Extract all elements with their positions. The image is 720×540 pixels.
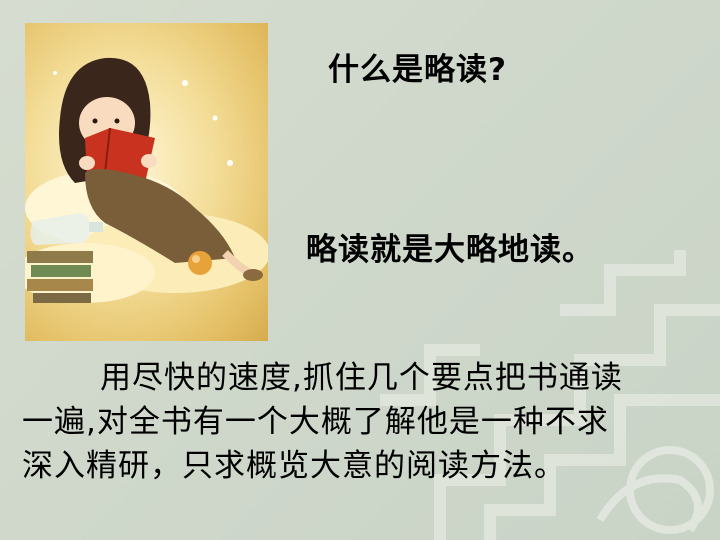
definition-heading: 略读就是大略地读。 [306,232,594,268]
girl-reading-illustration [25,23,268,341]
definition-paragraph: 用尽快的速度,抓住几个要点把书通读 一遍,对全书有一个大概了解他是一种不求 深入… [22,356,702,488]
paragraph-line-1: 用尽快的速度,抓住几个要点把书通读 [100,360,623,396]
paragraph-line-2: 一遍,对全书有一个大概了解他是一种不求 [22,404,609,440]
decorative-background-pattern [380,250,720,540]
paragraph-line-3: 深入精研，只求概览大意的阅读方法。 [22,448,566,484]
slide-title: 什么是略读? [328,52,507,88]
